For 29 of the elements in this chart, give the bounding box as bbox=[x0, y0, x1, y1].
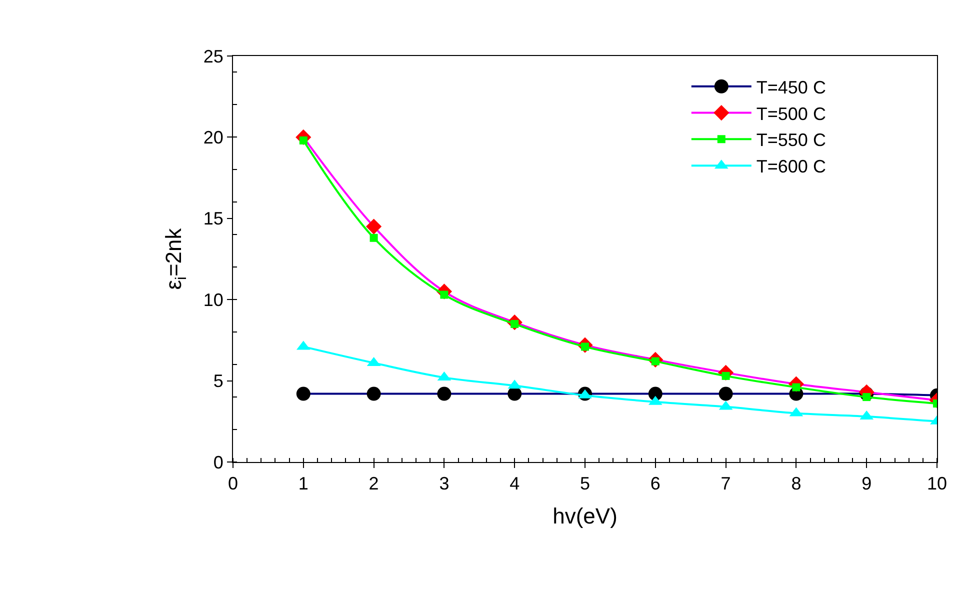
point bbox=[718, 386, 733, 401]
x-axis-title: hv(eV) bbox=[552, 504, 618, 528]
x-tick-label: 6 bbox=[650, 474, 660, 494]
point bbox=[508, 386, 522, 401]
legend-label: T=500 C bbox=[756, 104, 826, 124]
y-tick-label: 5 bbox=[213, 371, 224, 392]
legend-label: T=600 C bbox=[756, 156, 826, 177]
point bbox=[366, 218, 382, 234]
x-tick-label: 7 bbox=[720, 474, 731, 494]
y-tick-label: 10 bbox=[203, 290, 224, 310]
x-tick-label: 9 bbox=[862, 474, 872, 494]
x-tick-label: 1 bbox=[298, 474, 308, 494]
x-tick-label: 8 bbox=[791, 474, 802, 494]
y-tick-label: 15 bbox=[203, 208, 224, 229]
legend-label: T=550 C bbox=[756, 130, 826, 150]
y-tick-label: 0 bbox=[213, 452, 224, 472]
x-tick-label: 0 bbox=[228, 474, 238, 494]
x-tick-label: 10 bbox=[926, 474, 948, 494]
point bbox=[366, 386, 381, 401]
point bbox=[296, 386, 310, 401]
x-tick-label: 3 bbox=[439, 474, 450, 494]
y-tick-label: 25 bbox=[203, 46, 224, 66]
y-tick-label: 20 bbox=[203, 128, 224, 148]
point bbox=[370, 234, 378, 242]
x-tick-label: 2 bbox=[368, 474, 379, 494]
x-tick-label: 4 bbox=[510, 474, 520, 494]
x-tick-label: 5 bbox=[580, 474, 590, 494]
point bbox=[437, 386, 452, 401]
legend-label: T=450 C bbox=[756, 77, 826, 98]
